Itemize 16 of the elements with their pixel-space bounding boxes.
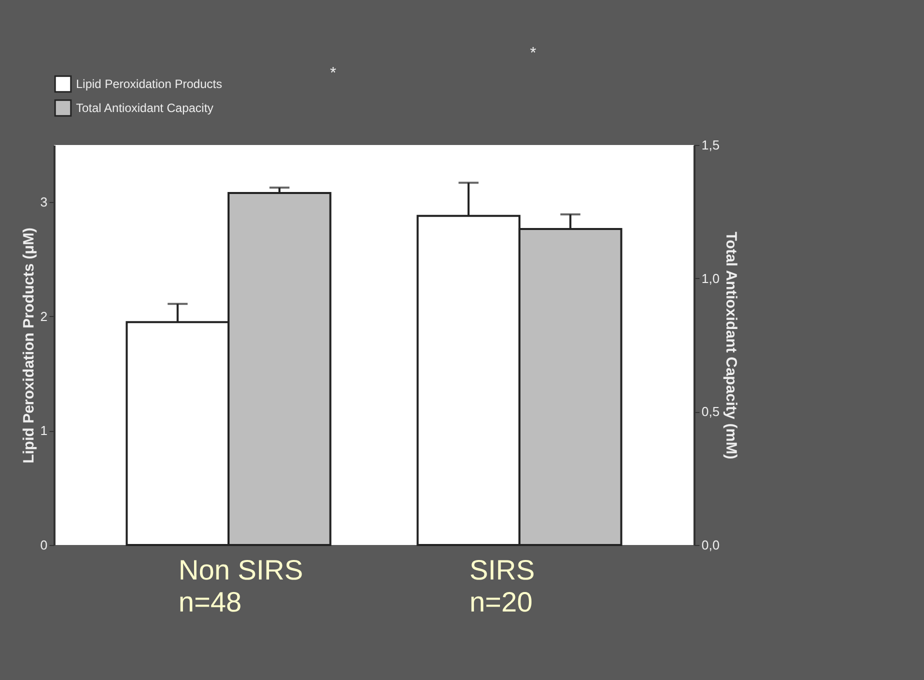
text: * (330, 65, 336, 83)
y-tick-label: 3 (40, 194, 48, 210)
y2-tick-label: 1,5 (702, 138, 720, 152)
legend-label: Lipid Peroxidation Products (76, 77, 222, 91)
y-tick-label: 2 (40, 308, 48, 324)
y-axis-title: Lipid Peroxidation Products (μM) (20, 228, 38, 464)
y2-tick-label: 0,5 (702, 404, 720, 420)
y2-axis-title: Total Antioxidant Capacity (mM) (722, 232, 740, 460)
y-tick-label: 0 (40, 538, 48, 552)
x-tick-label: SIRS n=20 (469, 554, 535, 618)
text: * (530, 45, 536, 63)
x-tick-label: Non SIRS n=48 (178, 554, 304, 618)
legend-label: Total Antioxidant Capacity (76, 101, 214, 115)
y2-tick-label: 1,0 (702, 270, 720, 286)
y-tick-label: 1 (40, 423, 48, 438)
y2-tick-label: 0,0 (702, 538, 720, 552)
